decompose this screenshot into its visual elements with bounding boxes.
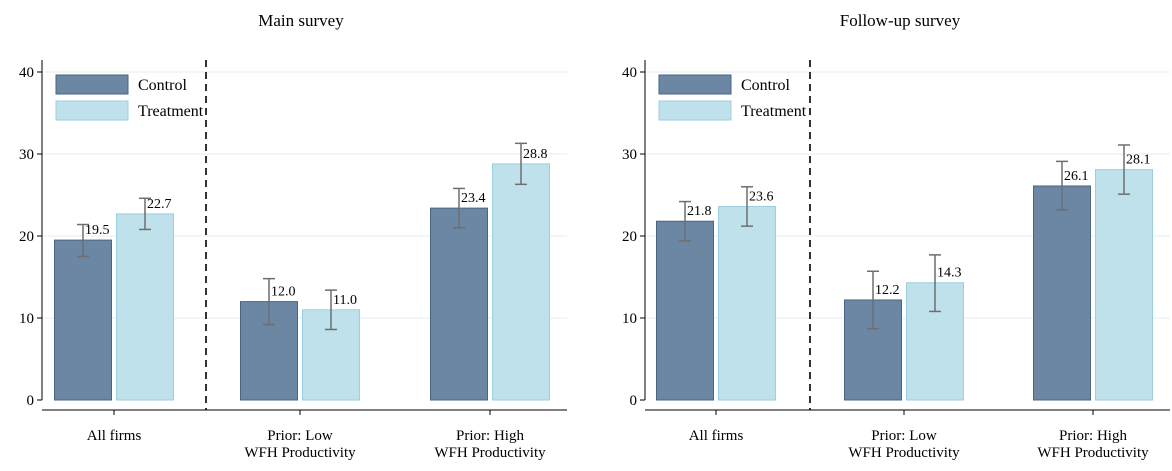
panel-2-x-tick-label-1-line-0: Prior: Low <box>871 428 937 444</box>
panel-1-data-label-control-2: 23.4 <box>461 191 486 206</box>
panel-2-y-tick-label-30: 30 <box>622 147 637 163</box>
panel-1-x-tick-label-1-line-0: Prior: Low <box>267 428 333 444</box>
panel-2-data-label-treatment-1: 14.3 <box>937 266 962 281</box>
panel-2-bar-control-0 <box>656 220 714 401</box>
panel-1-title: Main survey <box>258 11 344 30</box>
panel-2-bar-treatment-2 <box>1095 169 1153 401</box>
panel-2-x-tick-label-1-line-1: WFH Productivity <box>848 445 960 461</box>
panel-1-data-label-control-0: 19.5 <box>85 223 110 238</box>
panel-1-bar-treatment-0 <box>116 213 174 401</box>
panel-2-legend-swatch-control <box>658 74 732 95</box>
panel-2-y-tick-label-40: 40 <box>622 65 637 81</box>
panel-1-data-label-treatment-1: 11.0 <box>333 293 357 308</box>
panel-1-y-tick-label-0: 0 <box>27 393 35 409</box>
panel-2-y-tick-label-10: 10 <box>622 311 637 327</box>
panel-2-data-label-treatment-0: 23.6 <box>749 189 774 204</box>
panel-1-y-tick-label-40: 40 <box>19 65 34 81</box>
panel-1-data-label-treatment-0: 22.7 <box>147 197 172 212</box>
panel-2-data-label-control-2: 26.1 <box>1064 169 1089 184</box>
panel-1-x-tick-label-2-line-0: Prior: High <box>456 428 524 444</box>
panel-2-legend-label-treatment: Treatment <box>741 103 807 120</box>
panel-1-legend-label-control: Control <box>138 77 187 94</box>
panel-2-data-label-control-0: 21.8 <box>687 204 712 219</box>
panel-1-legend-swatch-control <box>55 74 129 95</box>
panel-1-data-label-control-1: 12.0 <box>271 285 296 300</box>
panel-1-bar-control-0 <box>54 239 112 401</box>
panel-2-y-tick-label-0: 0 <box>630 393 638 409</box>
panel-1-bar-treatment-2 <box>492 163 550 401</box>
panel-2-bar-control-2 <box>1033 185 1091 401</box>
panel-1-x-tick-label-1-line-1: WFH Productivity <box>244 445 356 461</box>
panel-2-legend-label-control: Control <box>741 77 790 94</box>
panel-1-legend-swatch-treatment <box>55 100 129 121</box>
panel-2-title: Follow-up survey <box>840 11 961 30</box>
panel-1-x-tick-label-2-line-1: WFH Productivity <box>434 445 546 461</box>
panel-1-y-tick-label-20: 20 <box>19 229 34 245</box>
panel-2-bar-treatment-0 <box>718 205 776 401</box>
panel-1-y-tick-label-30: 30 <box>19 147 34 163</box>
panel-1-x-tick-label-0-line-0: All firms <box>87 428 142 444</box>
panel-2-legend-swatch-treatment <box>658 100 732 121</box>
panel-1-data-label-treatment-2: 28.8 <box>523 147 548 162</box>
panel-2-y-tick-label-20: 20 <box>622 229 637 245</box>
panel-2-data-label-control-1: 12.2 <box>875 283 900 298</box>
panel-2-data-label-treatment-2: 28.1 <box>1126 153 1151 168</box>
panel-2-x-tick-label-0-line-0: All firms <box>689 428 744 444</box>
panel-1-y-tick-label-10: 10 <box>19 311 34 327</box>
panel-1-bar-control-2 <box>430 207 488 401</box>
panel-1-legend-label-treatment: Treatment <box>138 103 204 120</box>
panel-2-x-tick-label-2-line-1: WFH Productivity <box>1037 445 1149 461</box>
panel-2-x-tick-label-2-line-0: Prior: High <box>1059 428 1127 444</box>
